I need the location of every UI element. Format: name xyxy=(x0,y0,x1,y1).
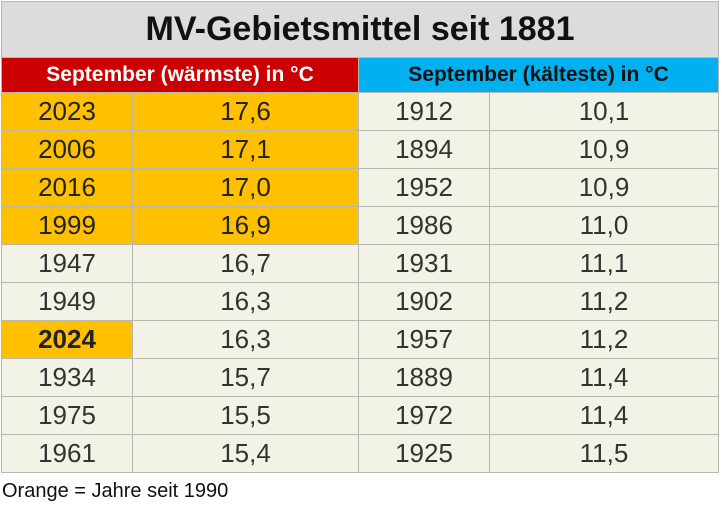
cold-year-cell: 1925 xyxy=(358,434,490,473)
warm-value-cell: 16,3 xyxy=(132,320,359,359)
table-row: 1961 15,4 1925 11,5 xyxy=(1,434,720,473)
warm-year-cell: 2016 xyxy=(1,168,133,207)
warm-value-cell: 16,3 xyxy=(132,282,359,321)
cold-year-cell: 1952 xyxy=(358,168,490,207)
ranking-table: MV-Gebietsmittel seit 1881 September (wä… xyxy=(0,1,720,473)
cold-year-cell: 1889 xyxy=(358,358,490,397)
warm-year-cell: 2024 xyxy=(1,320,133,359)
table-row: 1999 16,9 1986 11,0 xyxy=(1,206,720,245)
cold-year-cell: 1912 xyxy=(358,92,490,131)
cold-value-cell: 11,1 xyxy=(488,244,720,283)
cold-year-cell: 1894 xyxy=(358,130,490,169)
warm-value-cell: 17,6 xyxy=(132,92,359,131)
warmest-header: September (wärmste) in °C xyxy=(1,57,359,93)
ranking-table-container: MV-Gebietsmittel seit 1881 September (wä… xyxy=(0,1,720,473)
table-row: 1934 15,7 1889 11,4 xyxy=(1,358,720,397)
warm-year-cell: 1947 xyxy=(1,244,133,283)
warm-value-cell: 16,7 xyxy=(132,244,359,283)
warm-value-cell: 16,9 xyxy=(132,206,359,245)
cold-value-cell: 11,2 xyxy=(488,282,720,321)
cold-value-cell: 11,4 xyxy=(488,396,720,435)
coldest-header: September (kälteste) in °C xyxy=(357,57,720,93)
cold-value-cell: 11,4 xyxy=(488,358,720,397)
cold-year-cell: 1902 xyxy=(358,282,490,321)
table-title: MV-Gebietsmittel seit 1881 xyxy=(0,1,720,58)
warm-year-cell: 1949 xyxy=(1,282,133,321)
table-row: 2016 17,0 1952 10,9 xyxy=(1,168,720,207)
cold-year-cell: 1972 xyxy=(358,396,490,435)
warm-value-cell: 15,7 xyxy=(132,358,359,397)
cold-year-cell: 1957 xyxy=(358,320,490,359)
warm-value-cell: 15,5 xyxy=(132,396,359,435)
warm-year-cell: 1975 xyxy=(1,396,133,435)
table-row: 2006 17,1 1894 10,9 xyxy=(1,130,720,169)
warm-year-cell: 2023 xyxy=(1,92,133,131)
cold-value-cell: 11,5 xyxy=(488,434,720,473)
title-row: MV-Gebietsmittel seit 1881 xyxy=(0,1,720,58)
warm-year-cell: 1999 xyxy=(1,206,133,245)
cold-value-cell: 10,9 xyxy=(488,168,720,207)
cold-value-cell: 10,9 xyxy=(488,130,720,169)
table-row: 1949 16,3 1902 11,2 xyxy=(1,282,720,321)
warm-year-cell: 1934 xyxy=(1,358,133,397)
table-row: 2023 17,6 1912 10,1 xyxy=(1,92,720,131)
warm-value-cell: 17,1 xyxy=(132,130,359,169)
cold-value-cell: 11,0 xyxy=(488,206,720,245)
warm-year-cell: 1961 xyxy=(1,434,133,473)
cold-value-cell: 10,1 xyxy=(488,92,720,131)
warm-value-cell: 17,0 xyxy=(132,168,359,207)
warm-year-cell: 2006 xyxy=(1,130,133,169)
table-row: 2024 16,3 1957 11,2 xyxy=(1,320,720,359)
warm-value-cell: 15,4 xyxy=(132,434,359,473)
cold-year-cell: 1986 xyxy=(358,206,490,245)
cold-year-cell: 1931 xyxy=(358,244,490,283)
table-row: 1947 16,7 1931 11,1 xyxy=(1,244,720,283)
table-row: 1975 15,5 1972 11,4 xyxy=(1,396,720,435)
footnote: Orange = Jahre seit 1990 xyxy=(2,480,229,502)
cold-value-cell: 11,2 xyxy=(488,320,720,359)
header-row: September (wärmste) in °C September (käl… xyxy=(1,57,720,93)
